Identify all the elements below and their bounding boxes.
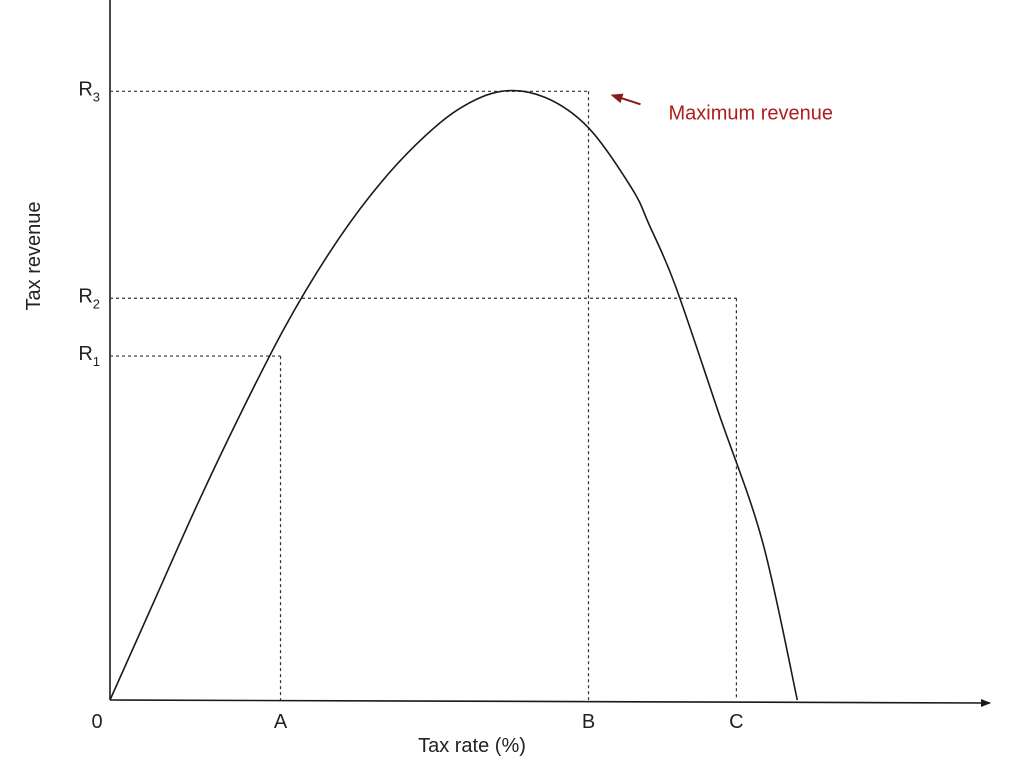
y-tick-sub-r3: 3 bbox=[93, 89, 100, 104]
y-tick-label-r3: R3 bbox=[78, 78, 100, 104]
series-line-laffer-curve bbox=[109, 89, 799, 701]
y-tick-sub-r2: 2 bbox=[93, 296, 100, 311]
y-tick-sub-r1: 1 bbox=[93, 354, 100, 369]
y-axis-label: Tax revenue bbox=[23, 202, 45, 311]
maximum-revenue-arrow bbox=[610, 93, 641, 106]
x-axis bbox=[109, 698, 991, 707]
y-tick-label-r1: R1 bbox=[78, 343, 100, 369]
origin-label: 0 bbox=[91, 711, 102, 733]
x-tick-label-c: C bbox=[729, 711, 743, 733]
x-tick-label-a: A bbox=[274, 711, 288, 733]
y-tick-letter-r2: R bbox=[78, 285, 92, 307]
y-tick-letter-r3: R bbox=[78, 78, 92, 100]
maximum-revenue-label: Maximum revenue bbox=[669, 102, 834, 124]
y-tick-label-r2: R2 bbox=[78, 285, 100, 311]
x-tick-label-b: B bbox=[582, 711, 595, 733]
reference-lines bbox=[110, 90, 738, 700]
y-tick-letter-r1: R bbox=[78, 343, 92, 365]
x-axis-label: Tax rate (%) bbox=[418, 735, 526, 757]
